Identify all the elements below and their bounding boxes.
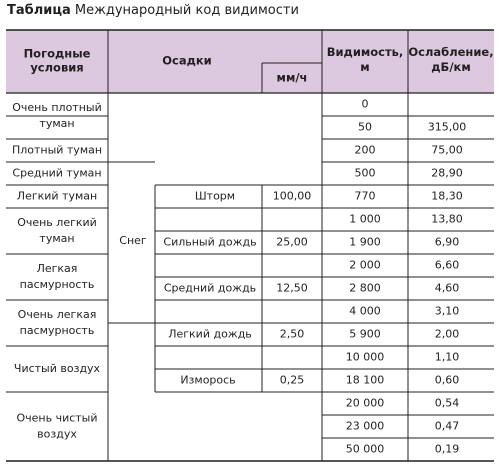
cell-attenuation: 6,60: [435, 259, 460, 272]
cell-attenuation: 0,60: [435, 374, 460, 387]
cell-weather: туман: [39, 117, 74, 130]
cell-visibility: 10 000: [346, 351, 385, 364]
cell-visibility: 18 100: [346, 374, 385, 387]
header-visibility: м: [360, 60, 369, 74]
cell-attenuation: 2,00: [435, 328, 460, 341]
header-precip: Осадки: [162, 54, 212, 68]
caption-text: Международный код видимости: [74, 3, 299, 18]
cell-attenuation: 13,80: [431, 213, 463, 226]
cell-visibility: 4 000: [349, 305, 381, 318]
cell-weather: Очень плотный: [12, 101, 101, 114]
cell-visibility: 2 800: [349, 282, 381, 295]
cell-visibility: 200: [355, 144, 376, 157]
cell-visibility: 770: [355, 190, 376, 203]
cell-visibility: 1 900: [349, 236, 381, 249]
cell-mmh: 25,00: [276, 236, 308, 249]
cell-weather: туман: [39, 232, 74, 245]
cell-mmh: 0,25: [280, 374, 305, 387]
cell-visibility: 1 000: [349, 213, 381, 226]
cell-precip-name: Сильный дождь: [163, 236, 256, 249]
cell-precip-name: Легкий дождь: [168, 328, 252, 341]
cell-visibility: 23 000: [346, 420, 385, 433]
cell-weather: Легкая: [37, 262, 78, 275]
header-weather: условия: [30, 61, 83, 75]
cell-weather: Очень чистый: [16, 412, 97, 425]
cell-attenuation: 28,90: [431, 167, 463, 180]
cell-visibility: 500: [355, 167, 376, 180]
cell-attenuation: 4,60: [435, 282, 460, 295]
cell-precip-name: Изморось: [180, 374, 235, 387]
header-visibility: Видимость,: [327, 45, 404, 59]
cell-visibility: 50 000: [346, 443, 385, 456]
cell-weather: Легкий туман: [17, 190, 97, 203]
cell-visibility: 0: [362, 98, 369, 111]
cell-weather: воздух: [37, 428, 77, 441]
cell-mmh: 100,00: [273, 190, 312, 203]
cell-visibility: 20 000: [346, 397, 385, 410]
header-weather: Погодные: [24, 47, 91, 61]
cell-weather: Очень легкая: [18, 308, 97, 321]
cell-weather: Чистый воздух: [14, 362, 101, 375]
cell-visibility: 2 000: [349, 259, 381, 272]
cell-mmh: 2,50: [280, 328, 305, 341]
cell-attenuation: 1,10: [435, 351, 460, 364]
cell-attenuation: 75,00: [431, 144, 463, 157]
cell-attenuation: 18,30: [431, 190, 463, 203]
table-caption: Таблица Международный код видимости: [7, 3, 299, 18]
cell-precip-name: Шторм: [195, 190, 235, 203]
cell-attenuation: 6,90: [435, 236, 460, 249]
cell-attenuation: 3,10: [435, 305, 460, 318]
header-mmh: мм/ч: [277, 71, 308, 85]
header-attenuation: дБ/км: [431, 60, 470, 74]
cell-attenuation: 0,19: [435, 443, 460, 456]
cell-snow: Снег: [119, 234, 147, 247]
cell-attenuation: 315,00: [428, 121, 467, 134]
header-attenuation: Ослабление,: [408, 45, 493, 59]
cell-visibility: 50: [358, 121, 372, 134]
cell-attenuation: 0,47: [435, 420, 460, 433]
cell-weather: Средний туман: [12, 167, 101, 180]
cell-weather: Очень легкий: [17, 216, 97, 229]
cell-weather: пасмурность: [20, 324, 95, 337]
header-background: [6, 30, 494, 93]
cell-visibility: 5 900: [349, 328, 381, 341]
cell-weather: пасмурность: [20, 278, 95, 291]
cell-precip-name: Средний дождь: [164, 282, 256, 295]
cell-weather: Плотный туман: [12, 144, 102, 157]
cell-mmh: 12,50: [276, 282, 308, 295]
caption-prefix: Таблица: [7, 3, 71, 18]
cell-attenuation: 0,54: [435, 397, 460, 410]
